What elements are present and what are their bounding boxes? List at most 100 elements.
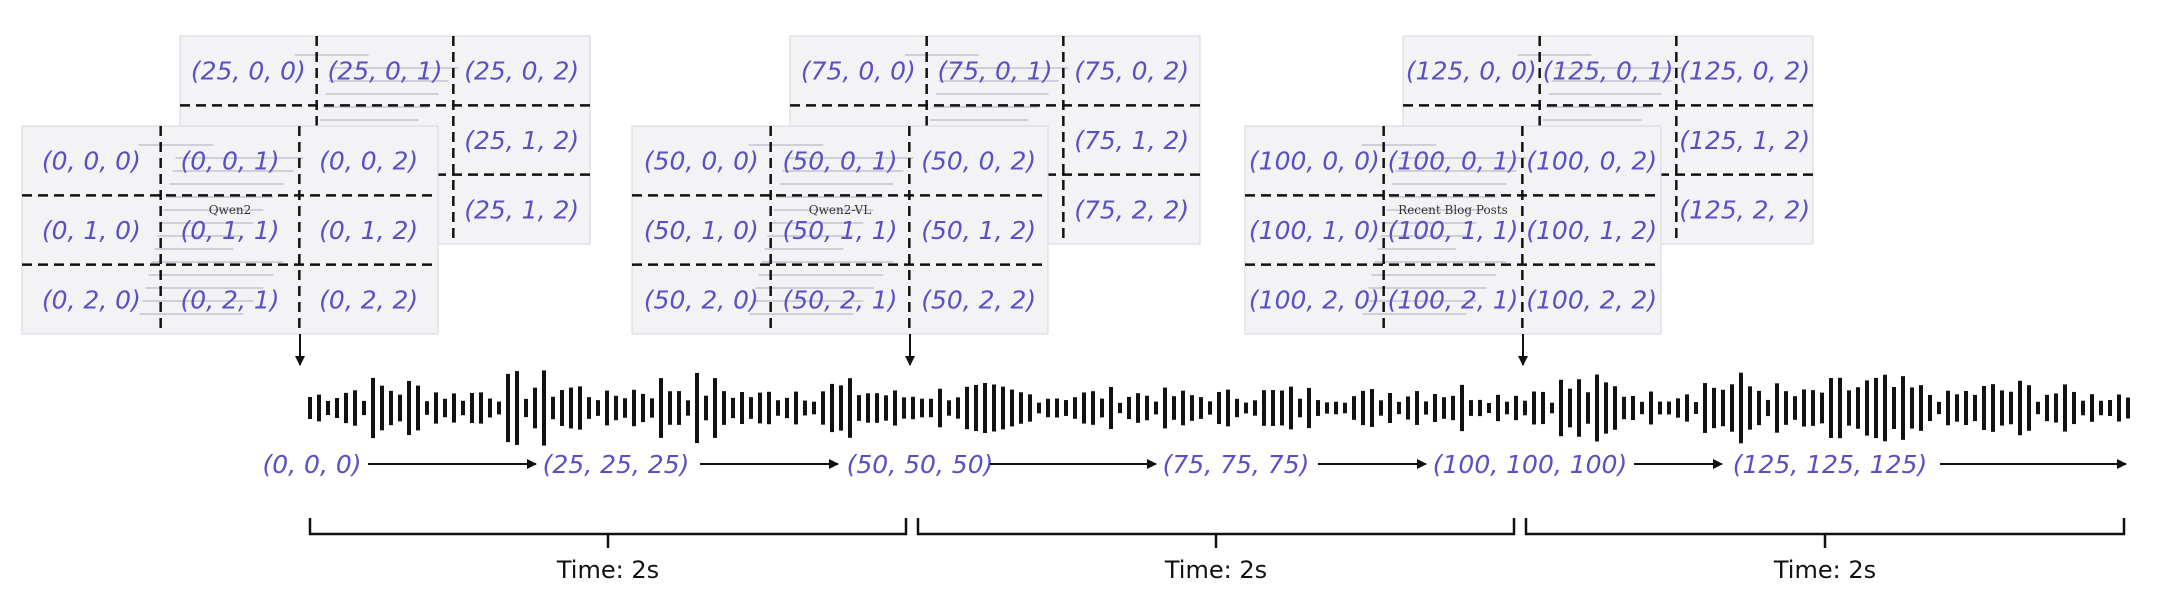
waveform-bar [560, 390, 564, 426]
waveform-bar [1550, 402, 1554, 414]
page-text-line [154, 248, 234, 250]
waveform-bar [1154, 401, 1158, 415]
page-text-line [1374, 261, 1507, 263]
page-text-line [770, 222, 864, 224]
waveform-bar [1019, 392, 1023, 424]
waveform-bar [2108, 400, 2112, 416]
page-text-line [142, 300, 254, 302]
time-duration-label: Time: 2s [1773, 556, 1876, 584]
waveform-bar [1802, 389, 1806, 427]
waveform-bar [1289, 386, 1293, 430]
time-duration-label: Time: 2s [556, 556, 659, 584]
waveform-bar [1064, 400, 1068, 416]
waveform-bar [1910, 387, 1914, 429]
waveform-bar [1082, 392, 1086, 424]
waveform-bar [362, 400, 366, 416]
waveform-bar [722, 391, 726, 425]
waveform-bar [1163, 387, 1167, 429]
page-text-line [767, 235, 854, 237]
waveform-bar [1028, 394, 1032, 422]
waveform-bar [749, 397, 753, 419]
waveform-bar [731, 397, 735, 419]
waveform-bar [893, 390, 897, 426]
waveform-bar [1505, 401, 1509, 415]
waveform-bar [1982, 385, 1986, 431]
page-text-line [773, 209, 874, 211]
waveform-bar [2018, 380, 2022, 436]
patch-position-label: (25, 1, 2) [464, 195, 579, 224]
waveform-bar [1442, 397, 1446, 419]
waveform-bar [533, 387, 537, 429]
waveform-bar [470, 392, 474, 424]
waveform-bar [1208, 401, 1212, 415]
video-frame-group-0: (25, 0, 0) (25, 0, 1) (25, 0, 2) (25, 1, 2)… [21, 35, 591, 366]
waveform-bar [1190, 395, 1194, 421]
waveform-bar [1280, 390, 1284, 426]
waveform-bar [848, 378, 852, 438]
patch-position-label: (0, 1, 1) [180, 216, 279, 245]
waveform-bar [1127, 396, 1131, 420]
waveform-bar [1847, 390, 1851, 426]
patch-position-label: (0, 2, 2) [319, 285, 418, 314]
patch-position-label: (100, 0, 0) [1249, 147, 1380, 176]
timeline-position-label: (50, 50, 50) [847, 450, 994, 479]
waveform-bar [443, 398, 447, 418]
waveform-bar [344, 392, 348, 424]
time-braces: Time: 2s Time: 2s Time: 2s [308, 518, 2126, 584]
waveform-bar [1955, 394, 1959, 422]
position-timeline: (0, 0, 0) (25, 25, 25) (50, 50, 50) (75, 75… [262, 450, 2127, 479]
page-text-line [941, 67, 1069, 69]
page-text-line [1517, 54, 1592, 56]
page-text-line [1398, 157, 1527, 159]
patch-position-label: (0, 1, 0) [42, 216, 141, 245]
waveform-bar [1658, 401, 1662, 415]
waveform-bar [380, 385, 384, 431]
page-text-line [328, 80, 449, 82]
page-text-line [1368, 287, 1487, 289]
waveform-bar [1946, 390, 1950, 426]
waveform-bar [1253, 400, 1257, 416]
waveform-bar [1379, 400, 1383, 416]
waveform-bar [326, 400, 330, 416]
audio-waveform [308, 370, 2130, 446]
timeline-position-label: (25, 25, 25) [543, 450, 690, 479]
waveform-bar [1649, 391, 1653, 425]
page-text-line [1380, 235, 1467, 237]
waveform-bar [398, 394, 402, 422]
page-text-line [932, 106, 1039, 108]
page-text-line [776, 196, 884, 198]
waveform-bar [1334, 401, 1338, 415]
front-frame: Qwen2 (0, 0, 0) (0, 0, 1) (0, 0, 2) (0, 1, 0… [21, 125, 439, 335]
waveform-bar [1730, 384, 1734, 432]
waveform-bar [1775, 383, 1779, 433]
waveform-bar [1343, 402, 1347, 414]
page-text-line [1389, 196, 1497, 198]
waveform-bar [578, 386, 582, 430]
waveform-bar [713, 378, 717, 438]
waveform-bar [704, 395, 708, 421]
page-text-line [761, 261, 894, 263]
waveform-bar [767, 391, 771, 425]
waveform-bar [515, 371, 519, 445]
patch-position-label: (75, 0, 2) [1074, 57, 1189, 86]
waveform-bar [1388, 392, 1392, 424]
waveform-bar [488, 398, 492, 418]
patch-position-label: (25, 0, 2) [464, 57, 579, 86]
waveform-bar [1217, 391, 1221, 425]
patch-position-label: (50, 2, 1) [783, 285, 898, 314]
page-text-line [1365, 300, 1477, 302]
page-text-line [904, 54, 979, 56]
waveform-bar [1100, 398, 1104, 418]
page-heading: Qwen2-VL [809, 203, 871, 217]
patch-position-label: (100, 1, 2) [1526, 216, 1657, 245]
waveform-bar [1784, 391, 1788, 425]
patch-position-label: (50, 1, 2) [921, 216, 1036, 245]
waveform-bar [2081, 400, 2085, 416]
page-text-line [1395, 170, 1517, 172]
waveform-bar [1541, 391, 1545, 425]
waveform-bar [1568, 388, 1572, 428]
waveform-bar [866, 393, 870, 423]
waveform-bar [479, 392, 483, 424]
page-text-line [1548, 93, 1662, 95]
